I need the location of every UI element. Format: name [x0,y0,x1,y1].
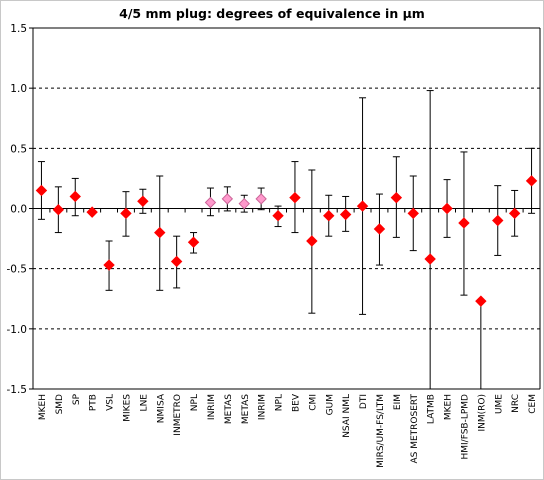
data-point-marker [137,195,149,207]
y-tick-label: -0.5 [7,264,28,276]
data-point-marker [407,207,419,220]
category-label: INM(RO) [477,394,487,432]
data-point-marker [238,197,250,210]
category-label: LNE [139,394,149,412]
category-label: NMISA [156,393,166,423]
category-label: SP [72,393,82,405]
category-label: INMETRO [173,394,183,436]
category-label: METAS [224,394,234,424]
data-point-marker [154,226,166,239]
y-axis-ticks: -1.5 -1.0 -0.5 0.0 0.5 1.0 1.5 [7,23,33,396]
category-label: MIRS/UM-FS/LTM [376,394,386,468]
data-point-marker [339,208,352,221]
category-label: NSAI NML [342,394,352,438]
grid-lines [33,87,540,330]
category-label: AS METROSERT [410,394,420,464]
data-point-marker [458,217,470,229]
category-label: CEM [528,394,538,414]
y-tick-label: -1.0 [7,324,28,336]
data-point-marker [69,190,81,203]
category-label: INRIM [258,394,268,420]
category-label: MKEH [38,394,48,420]
category-label: UME [494,394,504,414]
data-point-marker [35,184,48,197]
data-markers [35,175,538,307]
category-labels: MKEH SMD SP PTB VSL MIKES LNE NMISA INMETRO NPL IN… [38,393,538,468]
category-label: CMI [308,394,318,411]
category-label: NPL [190,394,200,411]
category-label: METAS [241,394,251,424]
category-label: HMI/FSB-LPMD [460,394,470,460]
category-label: NRC [511,394,521,413]
category-label: GUM [325,394,335,415]
category-label: LATMB [427,394,437,424]
data-point-marker [255,193,267,205]
data-point-marker [492,214,504,227]
data-point-marker [390,191,403,204]
data-point-marker [221,193,234,205]
y-tick-label: -1.5 [7,384,28,396]
category-label: SMD [55,394,65,414]
data-point-marker [323,210,335,222]
y-tick-label: 1.5 [10,23,27,35]
data-point-marker [373,223,386,235]
y-tick-label: 1.0 [10,83,27,95]
category-label: DTI [359,394,369,409]
data-point-marker [52,203,65,216]
data-point-marker [86,206,98,218]
data-point-marker [525,175,538,187]
data-point-marker [475,295,487,307]
data-point-marker [187,236,200,248]
data-point-marker [272,210,284,222]
y-tick-label: 0.0 [10,204,27,216]
chart-title: 4/5 mm plug: degrees of equivalence in µ… [119,6,425,21]
category-label: VSL [106,394,116,411]
data-point-marker [204,196,217,209]
data-point-marker [306,235,318,247]
category-label: PTB [89,394,99,411]
category-label: MKEH [444,394,454,420]
category-label: MIKES [122,394,132,422]
data-point-marker [289,191,301,204]
category-label: INRIM [207,394,217,420]
category-label: BEV [291,393,301,412]
data-point-marker [170,255,183,268]
data-point-marker [103,259,115,271]
data-point-marker [356,200,369,212]
data-point-marker [508,207,521,220]
category-label: NPL [275,394,285,411]
category-label: EIM [393,394,403,410]
y-tick-label: 0.5 [10,143,27,155]
data-point-marker [120,207,132,220]
data-point-marker [441,202,453,215]
data-point-marker [424,253,436,265]
